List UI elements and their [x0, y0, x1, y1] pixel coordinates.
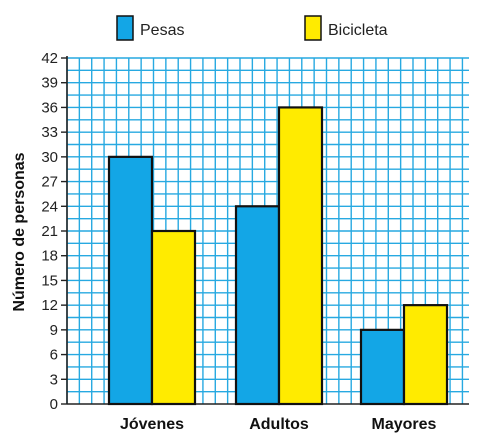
y-tick-label: 30	[41, 149, 58, 166]
category-labels: Jóvenes Adultos Mayores	[120, 416, 437, 433]
legend-swatch-bicicleta	[304, 15, 322, 41]
x-category-label: Jóvenes	[120, 416, 184, 433]
y-tick-label: 27	[41, 174, 58, 191]
bar-bicicleta-1	[277, 106, 324, 406]
bar-bicicleta-2	[402, 304, 449, 406]
chart-bars	[107, 106, 449, 406]
y-tick-label: 42	[41, 50, 58, 67]
legend-label-pesas: Pesas	[140, 22, 184, 39]
bar-pesas-0	[107, 155, 154, 406]
y-tick-label: 18	[41, 248, 58, 265]
bar-pesas-2	[359, 328, 406, 406]
y-tick-label: 12	[41, 297, 58, 314]
y-tick-label: 36	[41, 99, 58, 116]
y-tick-label: 6	[50, 347, 58, 364]
chart-legend: Pesas Bicicleta	[116, 15, 388, 41]
y-tick-label: 24	[41, 198, 58, 215]
y-tick-label: 21	[41, 223, 58, 240]
bar-bicicleta-0	[150, 229, 197, 406]
legend-label-bicicleta: Bicicleta	[328, 22, 388, 39]
y-tick-label: 33	[41, 124, 58, 141]
y-tick-label: 39	[41, 75, 58, 92]
y-tick-label: 0	[50, 396, 58, 413]
y-tick-label: 3	[50, 371, 58, 388]
x-category-label: Adultos	[249, 416, 309, 433]
y-axis-label: Número de personas	[11, 152, 28, 311]
x-category-label: Mayores	[372, 416, 437, 433]
legend-swatch-pesas	[116, 15, 134, 41]
y-tick-label: 9	[50, 322, 58, 339]
bar-pesas-1	[234, 205, 281, 406]
y-tick-label: 15	[41, 272, 58, 289]
